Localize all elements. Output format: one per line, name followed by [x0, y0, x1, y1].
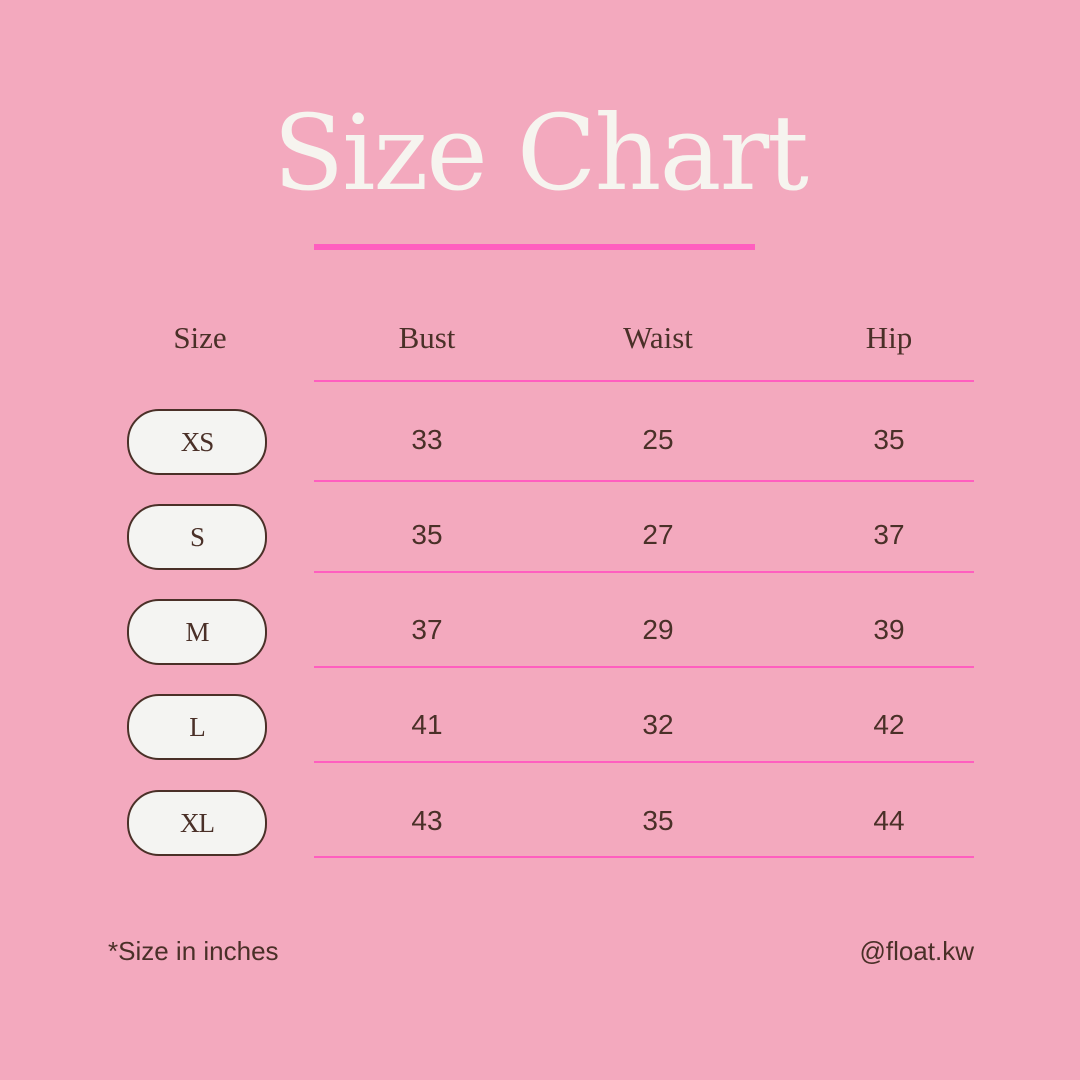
hip-cell: 44 [873, 805, 905, 836]
bust-cell: 33 [411, 424, 443, 455]
title-underline [314, 244, 755, 250]
bust-cell: 41 [411, 709, 443, 740]
size-pill: XS [127, 409, 267, 475]
waist-cell: 29 [642, 614, 674, 645]
waist-cell: 25 [642, 424, 674, 455]
header-size: Size [173, 320, 227, 355]
row-divider [314, 761, 974, 763]
row-divider [314, 856, 974, 858]
hip-cell: 35 [873, 424, 905, 455]
bust-cell: 35 [411, 519, 443, 550]
hip-cell: 37 [873, 519, 905, 550]
row-divider [314, 480, 974, 482]
row-divider [314, 571, 974, 573]
waist-cell: 35 [642, 805, 674, 836]
size-pill: L [127, 694, 267, 760]
row-divider [314, 666, 974, 668]
hip-cell: 39 [873, 614, 905, 645]
header-waist: Waist [623, 320, 693, 355]
size-pill: M [127, 599, 267, 665]
waist-cell: 27 [642, 519, 674, 550]
row-divider [314, 380, 974, 382]
page-title: Size Chart [273, 92, 809, 214]
size-pill: S [127, 504, 267, 570]
header-bust: Bust [398, 320, 456, 355]
waist-cell: 32 [642, 709, 674, 740]
bust-cell: 43 [411, 805, 443, 836]
size-pill: XL [127, 790, 267, 856]
hip-cell: 42 [873, 709, 905, 740]
header-hip: Hip [865, 320, 913, 355]
instagram-handle: @float.kw [859, 936, 974, 966]
size-note: *Size in inches [108, 936, 279, 966]
bust-cell: 37 [411, 614, 443, 645]
